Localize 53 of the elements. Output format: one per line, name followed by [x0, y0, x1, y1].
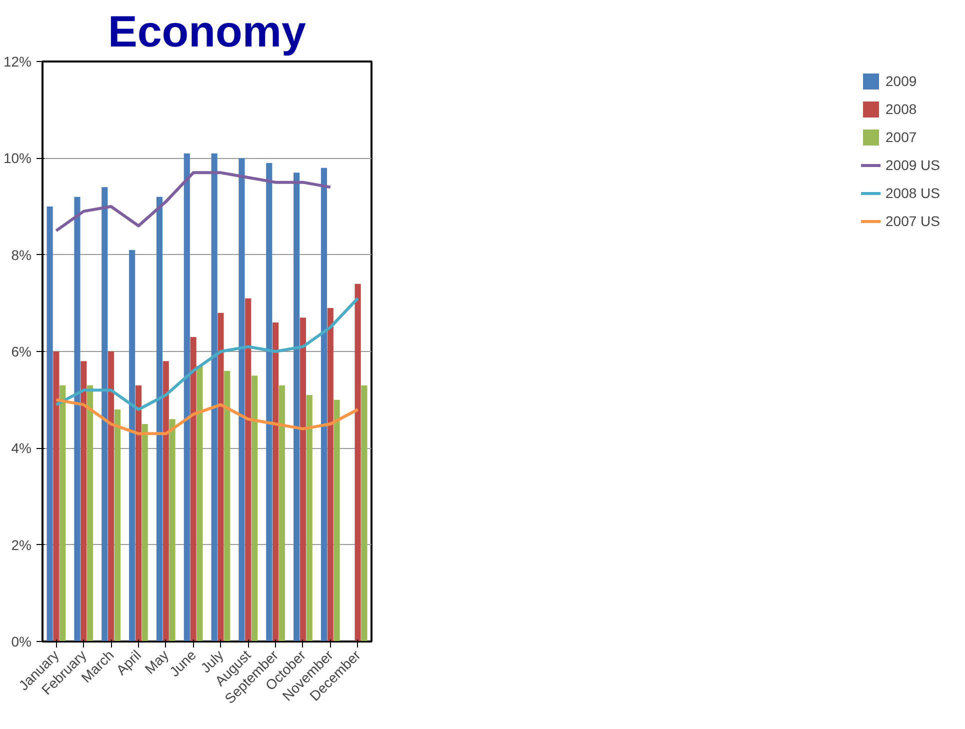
line-series [54, 171, 332, 232]
y-tick-label: 4% [11, 440, 32, 456]
bar [60, 385, 66, 642]
bar [294, 172, 300, 642]
bar [184, 153, 190, 642]
bar [272, 322, 279, 642]
bar [224, 370, 230, 642]
bar [142, 424, 148, 642]
bar [320, 168, 328, 642]
bar [108, 352, 114, 642]
legend-label: 2008 [886, 101, 917, 117]
legend-label: 2008 US [886, 185, 940, 201]
bar [266, 163, 272, 642]
bar [114, 410, 120, 642]
legend-label: 2009 [886, 73, 917, 89]
bar [238, 158, 245, 642]
bar [190, 337, 196, 642]
y-tick-label: 2% [11, 536, 32, 553]
y-tick-label: 8% [11, 246, 32, 263]
bar [354, 284, 361, 642]
x-tick-label: May [142, 646, 172, 677]
bar [211, 153, 218, 642]
bar [162, 361, 169, 642]
bar [135, 385, 142, 642]
bar [218, 312, 224, 642]
y-tick-label: 10% [3, 150, 32, 166]
bar [251, 376, 258, 642]
legend-label: 2007 [886, 129, 917, 145]
bar [102, 187, 108, 642]
bar [53, 352, 60, 642]
bar [306, 395, 312, 642]
legend-label: 2007 US [886, 213, 940, 229]
chart-title: Economy [108, 8, 307, 56]
bar [300, 318, 306, 642]
bar [46, 206, 53, 642]
bar [327, 308, 334, 642]
bar [361, 385, 368, 642]
bar [245, 298, 252, 642]
bar [196, 366, 203, 642]
y-tick-label: 6% [11, 344, 32, 360]
line-series [54, 398, 360, 436]
y-tick-label: 0% [11, 634, 32, 650]
bar [74, 196, 80, 642]
legend-label: 2009 US [886, 157, 940, 173]
y-tick-label: 12% [3, 54, 32, 70]
bar [169, 419, 176, 642]
bar [334, 400, 340, 642]
bar [156, 196, 163, 642]
bar [80, 361, 87, 642]
line-series [54, 296, 360, 411]
bar [278, 385, 285, 642]
bar [86, 385, 94, 642]
bar [129, 250, 136, 642]
